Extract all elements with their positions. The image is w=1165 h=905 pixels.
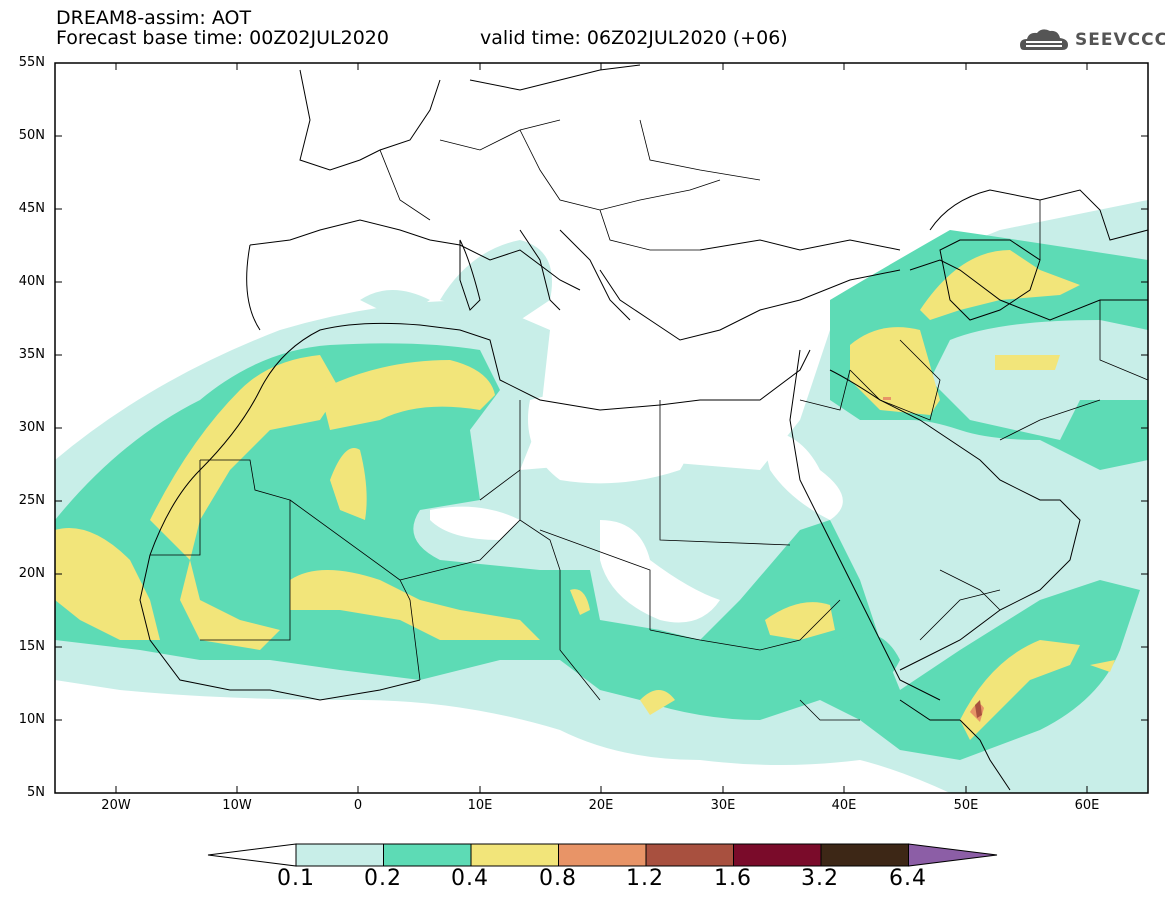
lat-label: 10N bbox=[18, 712, 45, 727]
lat-label: 55N bbox=[18, 55, 45, 70]
colorbar-label: 0.8 bbox=[539, 866, 577, 891]
colorbar-label: 1.2 bbox=[626, 866, 664, 891]
lon-label: 20W bbox=[101, 798, 131, 813]
lon-label: 30E bbox=[710, 798, 736, 813]
colorbar-label: 0.2 bbox=[364, 866, 402, 891]
map-title: DREAM8-assim: AOT bbox=[56, 7, 252, 29]
coastlines bbox=[139, 64, 1148, 791]
colorbar-label: 3.2 bbox=[801, 866, 839, 891]
lon-label: 10E bbox=[467, 798, 493, 813]
aot-field bbox=[55, 64, 1148, 793]
lon-label: 0 bbox=[353, 798, 363, 813]
lat-label: 40N bbox=[18, 274, 45, 289]
lon-label: 20E bbox=[588, 798, 614, 813]
country-borders bbox=[150, 119, 1148, 721]
axis-ticks bbox=[55, 62, 1148, 794]
lat-label: 45N bbox=[18, 201, 45, 216]
seevccc-logo-text: SEEVCCC bbox=[1075, 30, 1165, 50]
lon-label: 10W bbox=[222, 798, 252, 813]
lat-label: 5N bbox=[27, 785, 45, 800]
lon-label: 60E bbox=[1074, 798, 1100, 813]
lat-label: 25N bbox=[18, 493, 45, 508]
lat-label: 20N bbox=[18, 566, 45, 581]
colorbar-label: 0.4 bbox=[451, 866, 489, 891]
aot-level-0.8-dot bbox=[883, 397, 891, 400]
colorbar-label: 1.6 bbox=[714, 866, 752, 891]
cloud-logo-icon bbox=[1020, 29, 1068, 50]
forecast-base-time: Forecast base time: 00Z02JUL2020 bbox=[56, 27, 389, 49]
valid-time: valid time: 06Z02JUL2020 (+06) bbox=[480, 27, 788, 49]
aot-clear-areas bbox=[430, 392, 843, 623]
lat-label: 35N bbox=[18, 347, 45, 362]
colorbar-label: 6.4 bbox=[889, 866, 927, 891]
colorbar-label: 0.1 bbox=[277, 866, 315, 891]
lon-label: 40E bbox=[831, 798, 857, 813]
aot-level-0.4 bbox=[55, 250, 1115, 740]
lat-label: 15N bbox=[18, 639, 45, 654]
lat-label: 30N bbox=[18, 420, 45, 435]
lon-label: 50E bbox=[953, 798, 979, 813]
lat-label: 50N bbox=[18, 128, 45, 143]
aot-level-1.2-patch bbox=[975, 700, 982, 718]
